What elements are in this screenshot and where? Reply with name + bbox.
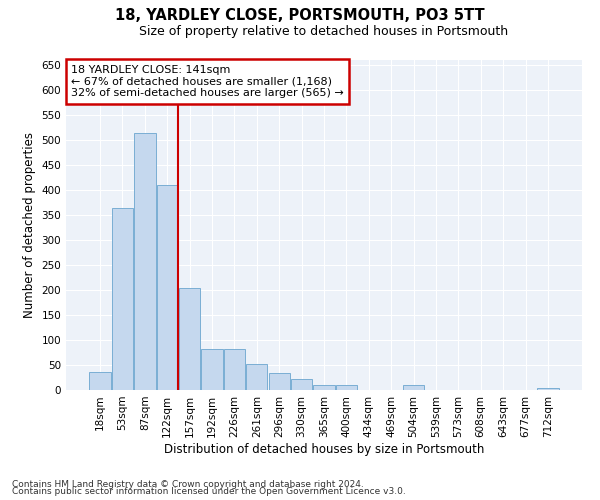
Y-axis label: Number of detached properties: Number of detached properties <box>23 132 36 318</box>
Text: Contains public sector information licensed under the Open Government Licence v3: Contains public sector information licen… <box>12 487 406 496</box>
Bar <box>313 385 335 390</box>
Bar <box>291 379 312 390</box>
Bar <box>537 388 559 390</box>
Text: 18, YARDLEY CLOSE, PORTSMOUTH, PO3 5TT: 18, YARDLEY CLOSE, PORTSMOUTH, PO3 5TT <box>115 8 485 22</box>
Text: Contains HM Land Registry data © Crown copyright and database right 2024.: Contains HM Land Registry data © Crown c… <box>12 480 364 489</box>
Bar <box>112 208 133 390</box>
Title: Size of property relative to detached houses in Portsmouth: Size of property relative to detached ho… <box>139 25 509 38</box>
Bar <box>336 385 357 390</box>
Bar <box>202 348 223 390</box>
X-axis label: Distribution of detached houses by size in Portsmouth: Distribution of detached houses by size … <box>164 442 484 456</box>
Bar <box>224 348 245 390</box>
Bar <box>134 132 155 390</box>
Bar <box>403 385 424 390</box>
Bar <box>246 364 268 390</box>
Bar <box>269 372 290 390</box>
Bar <box>179 288 200 390</box>
Bar <box>89 372 111 390</box>
Text: 18 YARDLEY CLOSE: 141sqm
← 67% of detached houses are smaller (1,168)
32% of sem: 18 YARDLEY CLOSE: 141sqm ← 67% of detach… <box>71 65 344 98</box>
Bar <box>157 185 178 390</box>
